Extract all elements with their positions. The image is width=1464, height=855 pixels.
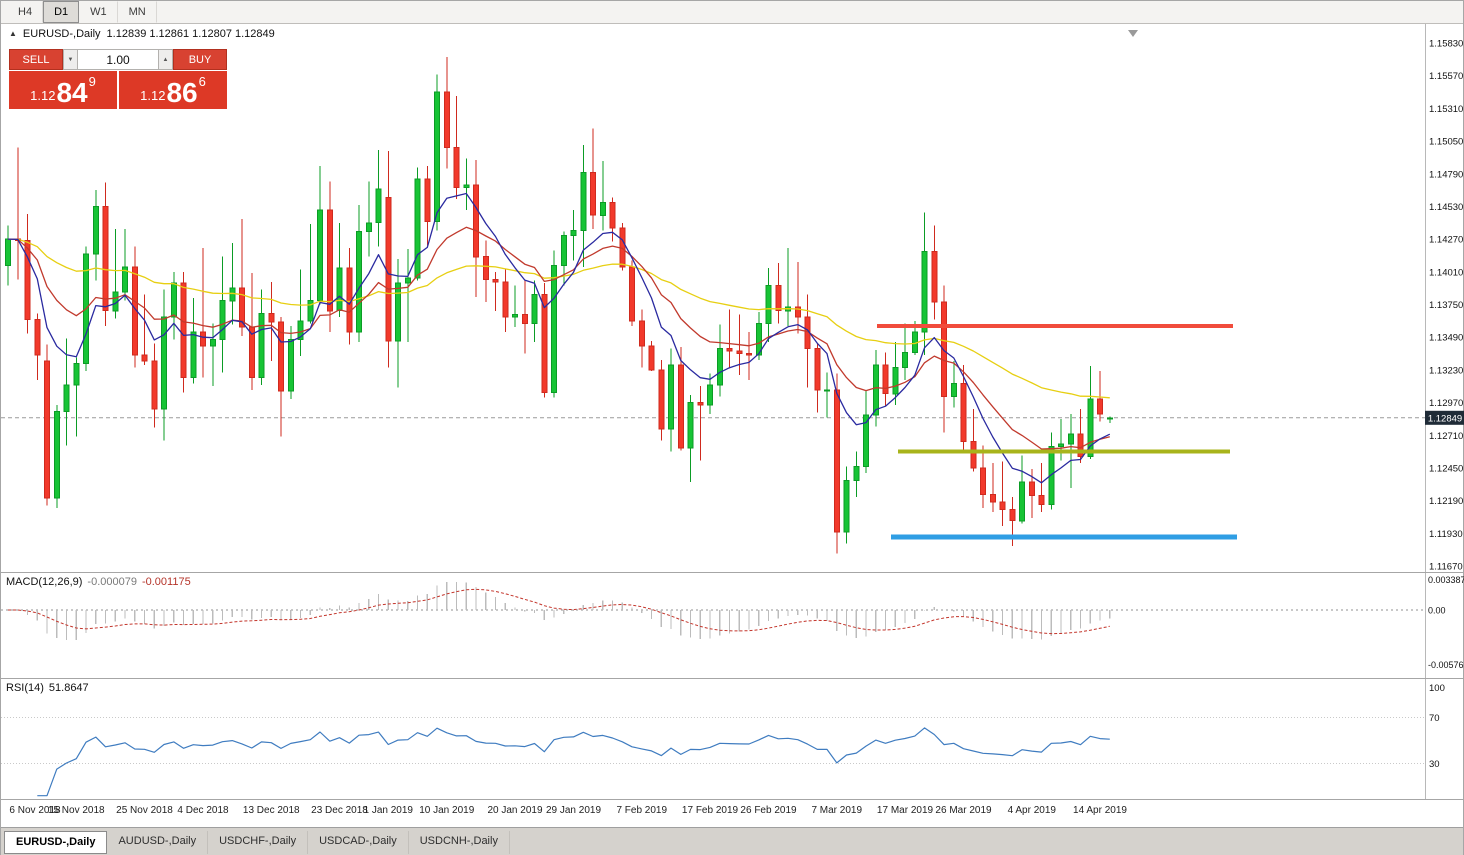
svg-text:30: 30 bbox=[1429, 759, 1440, 770]
time-axis-label: 10 Jan 2019 bbox=[419, 805, 475, 816]
rsi-canvas[interactable]: 100 70 30 bbox=[1, 679, 1464, 800]
svg-text:70: 70 bbox=[1429, 713, 1440, 724]
buy-price-point: 6 bbox=[198, 74, 206, 89]
one-click-trading-panel: SELL ▼ ▲ BUY 1.12 84 9 1.12 86 6 bbox=[9, 49, 227, 109]
macd-canvas[interactable]: 0.003387 0.00 -0.00576 bbox=[1, 573, 1464, 679]
time-axis-label: 25 Nov 2018 bbox=[116, 805, 173, 816]
time-axis-label: 4 Dec 2018 bbox=[177, 805, 229, 816]
volume-input[interactable] bbox=[78, 49, 158, 70]
svg-text:100: 100 bbox=[1429, 683, 1445, 694]
svg-text:1.15310: 1.15310 bbox=[1429, 104, 1463, 115]
time-axis-label: 26 Feb 2019 bbox=[740, 805, 797, 816]
volume-decrease-button[interactable]: ▼ bbox=[63, 49, 78, 70]
time-axis-label: 7 Mar 2019 bbox=[811, 805, 863, 816]
sell-price-display[interactable]: 1.12 84 9 bbox=[9, 71, 117, 109]
buy-button[interactable]: BUY bbox=[173, 49, 227, 70]
svg-text:-0.00576: -0.00576 bbox=[1428, 660, 1464, 670]
rsi-label: RSI(14) 51.8647 bbox=[6, 682, 89, 694]
volume-increase-button[interactable]: ▲ bbox=[158, 49, 173, 70]
svg-text:1.12190: 1.12190 bbox=[1429, 496, 1463, 507]
timeframe-w1-button[interactable]: W1 bbox=[79, 1, 118, 23]
tab-usdcad-daily[interactable]: USDCAD-,Daily bbox=[308, 830, 409, 854]
buy-price-pips: 86 bbox=[166, 77, 198, 108]
svg-text:1.12849: 1.12849 bbox=[1428, 413, 1462, 424]
macd-main-value: -0.000079 bbox=[87, 576, 137, 588]
time-axis-label: 4 Apr 2019 bbox=[1007, 805, 1056, 816]
svg-text:1.12970: 1.12970 bbox=[1429, 398, 1463, 409]
time-axis-label: 29 Jan 2019 bbox=[545, 805, 602, 816]
svg-text:0.003387: 0.003387 bbox=[1428, 575, 1464, 585]
sell-price-pips: 84 bbox=[56, 77, 88, 108]
tab-usdcnh-daily[interactable]: USDCNH-,Daily bbox=[409, 830, 510, 854]
chart-symbol-period: EURUSD-,Daily bbox=[22, 28, 101, 40]
chart-title: ▲ EURUSD-,Daily 1.12839 1.12861 1.12807 … bbox=[9, 28, 275, 40]
svg-text:1.15830: 1.15830 bbox=[1429, 39, 1463, 50]
sell-price-prefix: 1.12 bbox=[30, 88, 56, 103]
svg-text:1.14010: 1.14010 bbox=[1429, 267, 1463, 278]
svg-text:1.15050: 1.15050 bbox=[1429, 137, 1463, 148]
svg-text:1.14530: 1.14530 bbox=[1429, 202, 1463, 213]
time-axis-label: 14 Apr 2019 bbox=[1073, 805, 1127, 816]
time-axis[interactable]: 6 Nov 2018 15 Nov 2018 25 Nov 2018 4 Dec 20… bbox=[1, 799, 1463, 827]
tab-audusd-daily[interactable]: AUDUSD-,Daily bbox=[107, 830, 209, 854]
timeframe-h4-button[interactable]: H4 bbox=[7, 1, 44, 23]
rsi-value: 51.8647 bbox=[48, 682, 89, 694]
macd-name: MACD(12,26,9) bbox=[6, 576, 83, 588]
svg-text:1.12450: 1.12450 bbox=[1429, 463, 1463, 474]
macd-label: MACD(12,26,9) -0.000079 -0.001175 bbox=[6, 576, 191, 588]
time-axis-label: 26 Mar 2019 bbox=[935, 805, 992, 816]
timeframe-toolbar: H4 D1 W1 MN bbox=[1, 1, 1463, 24]
svg-text:1.11670: 1.11670 bbox=[1429, 562, 1463, 573]
time-axis-label: 1 Jan 2019 bbox=[363, 805, 414, 816]
sell-button[interactable]: SELL bbox=[9, 49, 63, 70]
time-axis-label: 17 Feb 2019 bbox=[681, 805, 739, 816]
rsi-panel: 100 70 30 RSI(14) 51.8647 bbox=[1, 678, 1464, 800]
timeframe-mn-button[interactable]: MN bbox=[118, 1, 157, 23]
symbol-tab-bar: EURUSD-,Daily AUDUSD-,Daily USDCHF-,Dail… bbox=[1, 827, 1463, 855]
timeframe-d1-button[interactable]: D1 bbox=[43, 1, 80, 23]
sell-price-point: 9 bbox=[88, 74, 96, 89]
time-axis-label: 23 Dec 2018 bbox=[311, 805, 368, 816]
svg-text:1.14790: 1.14790 bbox=[1429, 169, 1463, 180]
main-chart-panel: 1.15830 1.15570 1.15310 1.15050 1.14790 1.145… bbox=[1, 24, 1464, 572]
svg-text:1.11930: 1.11930 bbox=[1429, 529, 1463, 540]
time-axis-label: 6 Nov 2018 bbox=[9, 805, 61, 816]
macd-panel: 0.003387 0.00 -0.00576 MACD(12,26,9) -0.00… bbox=[1, 572, 1464, 679]
svg-text:1.13230: 1.13230 bbox=[1429, 365, 1463, 376]
svg-text:0.00: 0.00 bbox=[1428, 606, 1446, 616]
time-axis-label: 7 Feb 2019 bbox=[616, 805, 668, 816]
buy-price-prefix: 1.12 bbox=[140, 88, 166, 103]
svg-text:1.15570: 1.15570 bbox=[1429, 71, 1463, 82]
trade-panel-toggle-icon[interactable]: ▲ bbox=[9, 29, 17, 38]
buy-price-display[interactable]: 1.12 86 6 bbox=[119, 71, 227, 109]
rsi-name: RSI(14) bbox=[6, 682, 44, 694]
svg-text:1.13490: 1.13490 bbox=[1429, 333, 1463, 344]
svg-text:1.13750: 1.13750 bbox=[1429, 300, 1463, 311]
svg-text:1.14270: 1.14270 bbox=[1429, 235, 1463, 246]
chart-ohlc-values: 1.12839 1.12861 1.12807 1.12849 bbox=[106, 28, 275, 40]
tab-usdchf-daily[interactable]: USDCHF-,Daily bbox=[208, 830, 309, 854]
macd-signal-value: -0.001175 bbox=[141, 576, 191, 588]
time-axis-label: 20 Jan 2019 bbox=[487, 805, 543, 816]
tab-eurusd-daily[interactable]: EURUSD-,Daily bbox=[4, 830, 108, 854]
price-chart-canvas[interactable]: 1.15830 1.15570 1.15310 1.15050 1.14790 1.145… bbox=[1, 24, 1464, 572]
time-axis-label: 13 Dec 2018 bbox=[242, 805, 300, 816]
svg-text:1.12710: 1.12710 bbox=[1429, 431, 1463, 442]
time-axis-label: 15 Nov 2018 bbox=[47, 805, 105, 816]
time-axis-label: 17 Mar 2019 bbox=[876, 805, 934, 816]
chart-shift-marker-icon[interactable] bbox=[1128, 30, 1138, 37]
